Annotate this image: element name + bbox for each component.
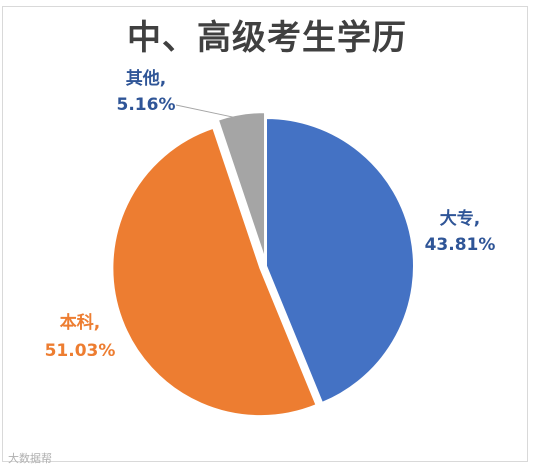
pie-labels: 大专, 43.81% 本科, 51.03% 其他, 5.16% [45, 68, 496, 361]
pie-slice-2 [111, 126, 318, 418]
leader-line [175, 104, 242, 120]
slice-category-label: 大专, [440, 208, 480, 229]
slice-category-label: 本科, [60, 312, 100, 333]
slice-percent-label: 51.03% [45, 341, 116, 361]
pie-slices [111, 111, 415, 418]
slice-percent-label: 5.16% [117, 95, 176, 115]
pie-slice-3 [216, 111, 267, 261]
leader-lines [175, 104, 242, 120]
slice-category-label: 其他, [126, 68, 166, 89]
slice-percent-label: 43.81% [425, 235, 496, 255]
pie-slice-1 [265, 116, 415, 405]
chart-title: 中、高级考生学历 [127, 18, 407, 58]
watermark: 大数据帮 [8, 452, 52, 465]
